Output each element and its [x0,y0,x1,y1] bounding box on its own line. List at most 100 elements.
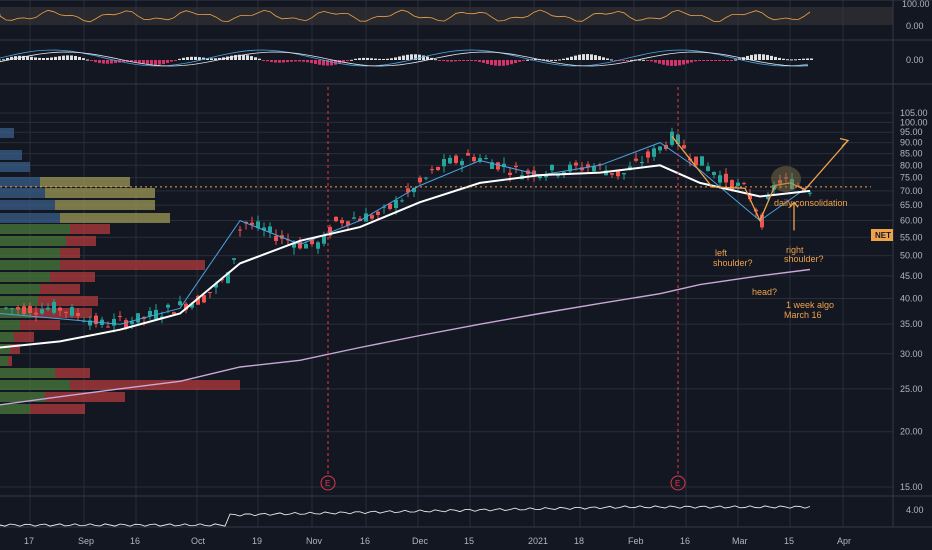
rsi-band [0,7,893,25]
volume-profile-up [0,213,60,223]
candle-body [610,173,614,175]
macd-bar [322,60,325,66]
candle-body [736,182,740,186]
volume-profile-up [0,236,66,246]
candle-body [16,307,20,310]
macd-bar [434,59,437,61]
macd-bar [238,54,241,60]
candle-body [94,315,98,325]
macd-bar [498,60,501,66]
time-axis: 17 Sep 16 Oct 19 Nov 16 Dec 15 2021 18 Feb 16 Mar 15 Ap… [24,536,851,546]
candle-body [442,159,446,167]
grid [0,0,932,528]
price-tick-label: 20.00 [900,427,923,437]
candle-body [682,145,686,149]
candle-body [652,148,656,157]
price-tick-label: 35.00 [900,319,923,329]
macd-bar [806,58,809,60]
time-tick-label: Feb [628,536,644,546]
volume-profile-down [55,368,90,378]
week-algo-label-2: March 16 [784,310,822,320]
macd-bar [286,60,289,63]
macd-bar [202,57,205,60]
macd-bar [658,60,661,64]
macd-bar [758,54,761,60]
earnings-marker-feb-label: E [675,479,680,488]
macd-bar [138,60,141,63]
volume-profile-down [30,404,85,414]
macd-bar [234,55,237,60]
volume-profile-up [0,284,40,294]
candle-body [190,303,194,308]
candle-body [262,227,266,231]
macd-bar [506,60,509,66]
candle-body [478,158,482,162]
price-tick-label: 15.00 [900,482,923,492]
macd-bar [570,56,573,60]
volume-pane [0,505,811,527]
candle-body [196,295,200,305]
consolidation-highlight [771,165,801,192]
macd-bar [482,60,485,63]
candle-body [58,307,62,311]
macd-bar [230,55,233,60]
macd-bar [78,56,81,60]
volume-profile-down [40,177,130,187]
macd-bar [334,60,337,65]
candle-body [88,320,92,326]
macd-bar [614,60,617,61]
macd-bar [122,60,125,63]
candle-body [328,226,332,236]
candle-body [616,170,620,177]
volume-profile-down [45,392,125,402]
candle-body [256,221,260,229]
time-tick-label: Nov [306,536,323,546]
candle-body [700,156,704,166]
candle-body [34,312,38,315]
macd-bar [450,60,453,62]
candle-body [148,310,152,317]
candle-body [598,164,602,166]
macd-bar [198,57,201,60]
macd-bar [802,58,805,60]
macd-bar [134,60,137,63]
macd-bar [318,60,321,65]
candle-body [484,158,488,160]
macd-bar [66,55,69,60]
macd-bar [386,58,389,60]
candle-body [226,272,230,284]
candle-body [586,164,590,167]
volume-profile-up [0,380,70,390]
right-shoulder-label-1: right [786,245,804,255]
macd-bar [554,59,557,61]
macd-bar [606,58,609,60]
time-tick-label: Dec [412,536,429,546]
macd-tick-0: 0.00 [906,55,924,65]
candle-body [430,169,434,171]
macd-bar [562,58,565,60]
macd-bar [86,59,89,61]
macd-bar [50,57,53,60]
volume-profile-down [60,248,80,258]
earnings-marker-nov[interactable] [320,475,336,491]
macd-bar [34,57,37,60]
macd-bar [478,60,481,62]
macd-bar [778,57,781,60]
macd-bar [350,59,353,61]
macd-bar [682,60,685,65]
macd-bar [114,60,117,64]
earnings-marker-feb[interactable] [670,475,686,491]
macd-bar [714,60,717,61]
volume-profile-up [0,332,14,342]
macd-bar [510,60,513,65]
macd-bar [670,60,673,66]
price-tick-label: 70.00 [900,186,923,196]
candle-body [184,303,188,310]
candle-body [634,158,638,161]
candle-body [292,243,296,248]
candle-body [406,188,410,193]
macd-bar [90,60,93,61]
candle-body [124,320,128,328]
candle-body [724,173,728,183]
